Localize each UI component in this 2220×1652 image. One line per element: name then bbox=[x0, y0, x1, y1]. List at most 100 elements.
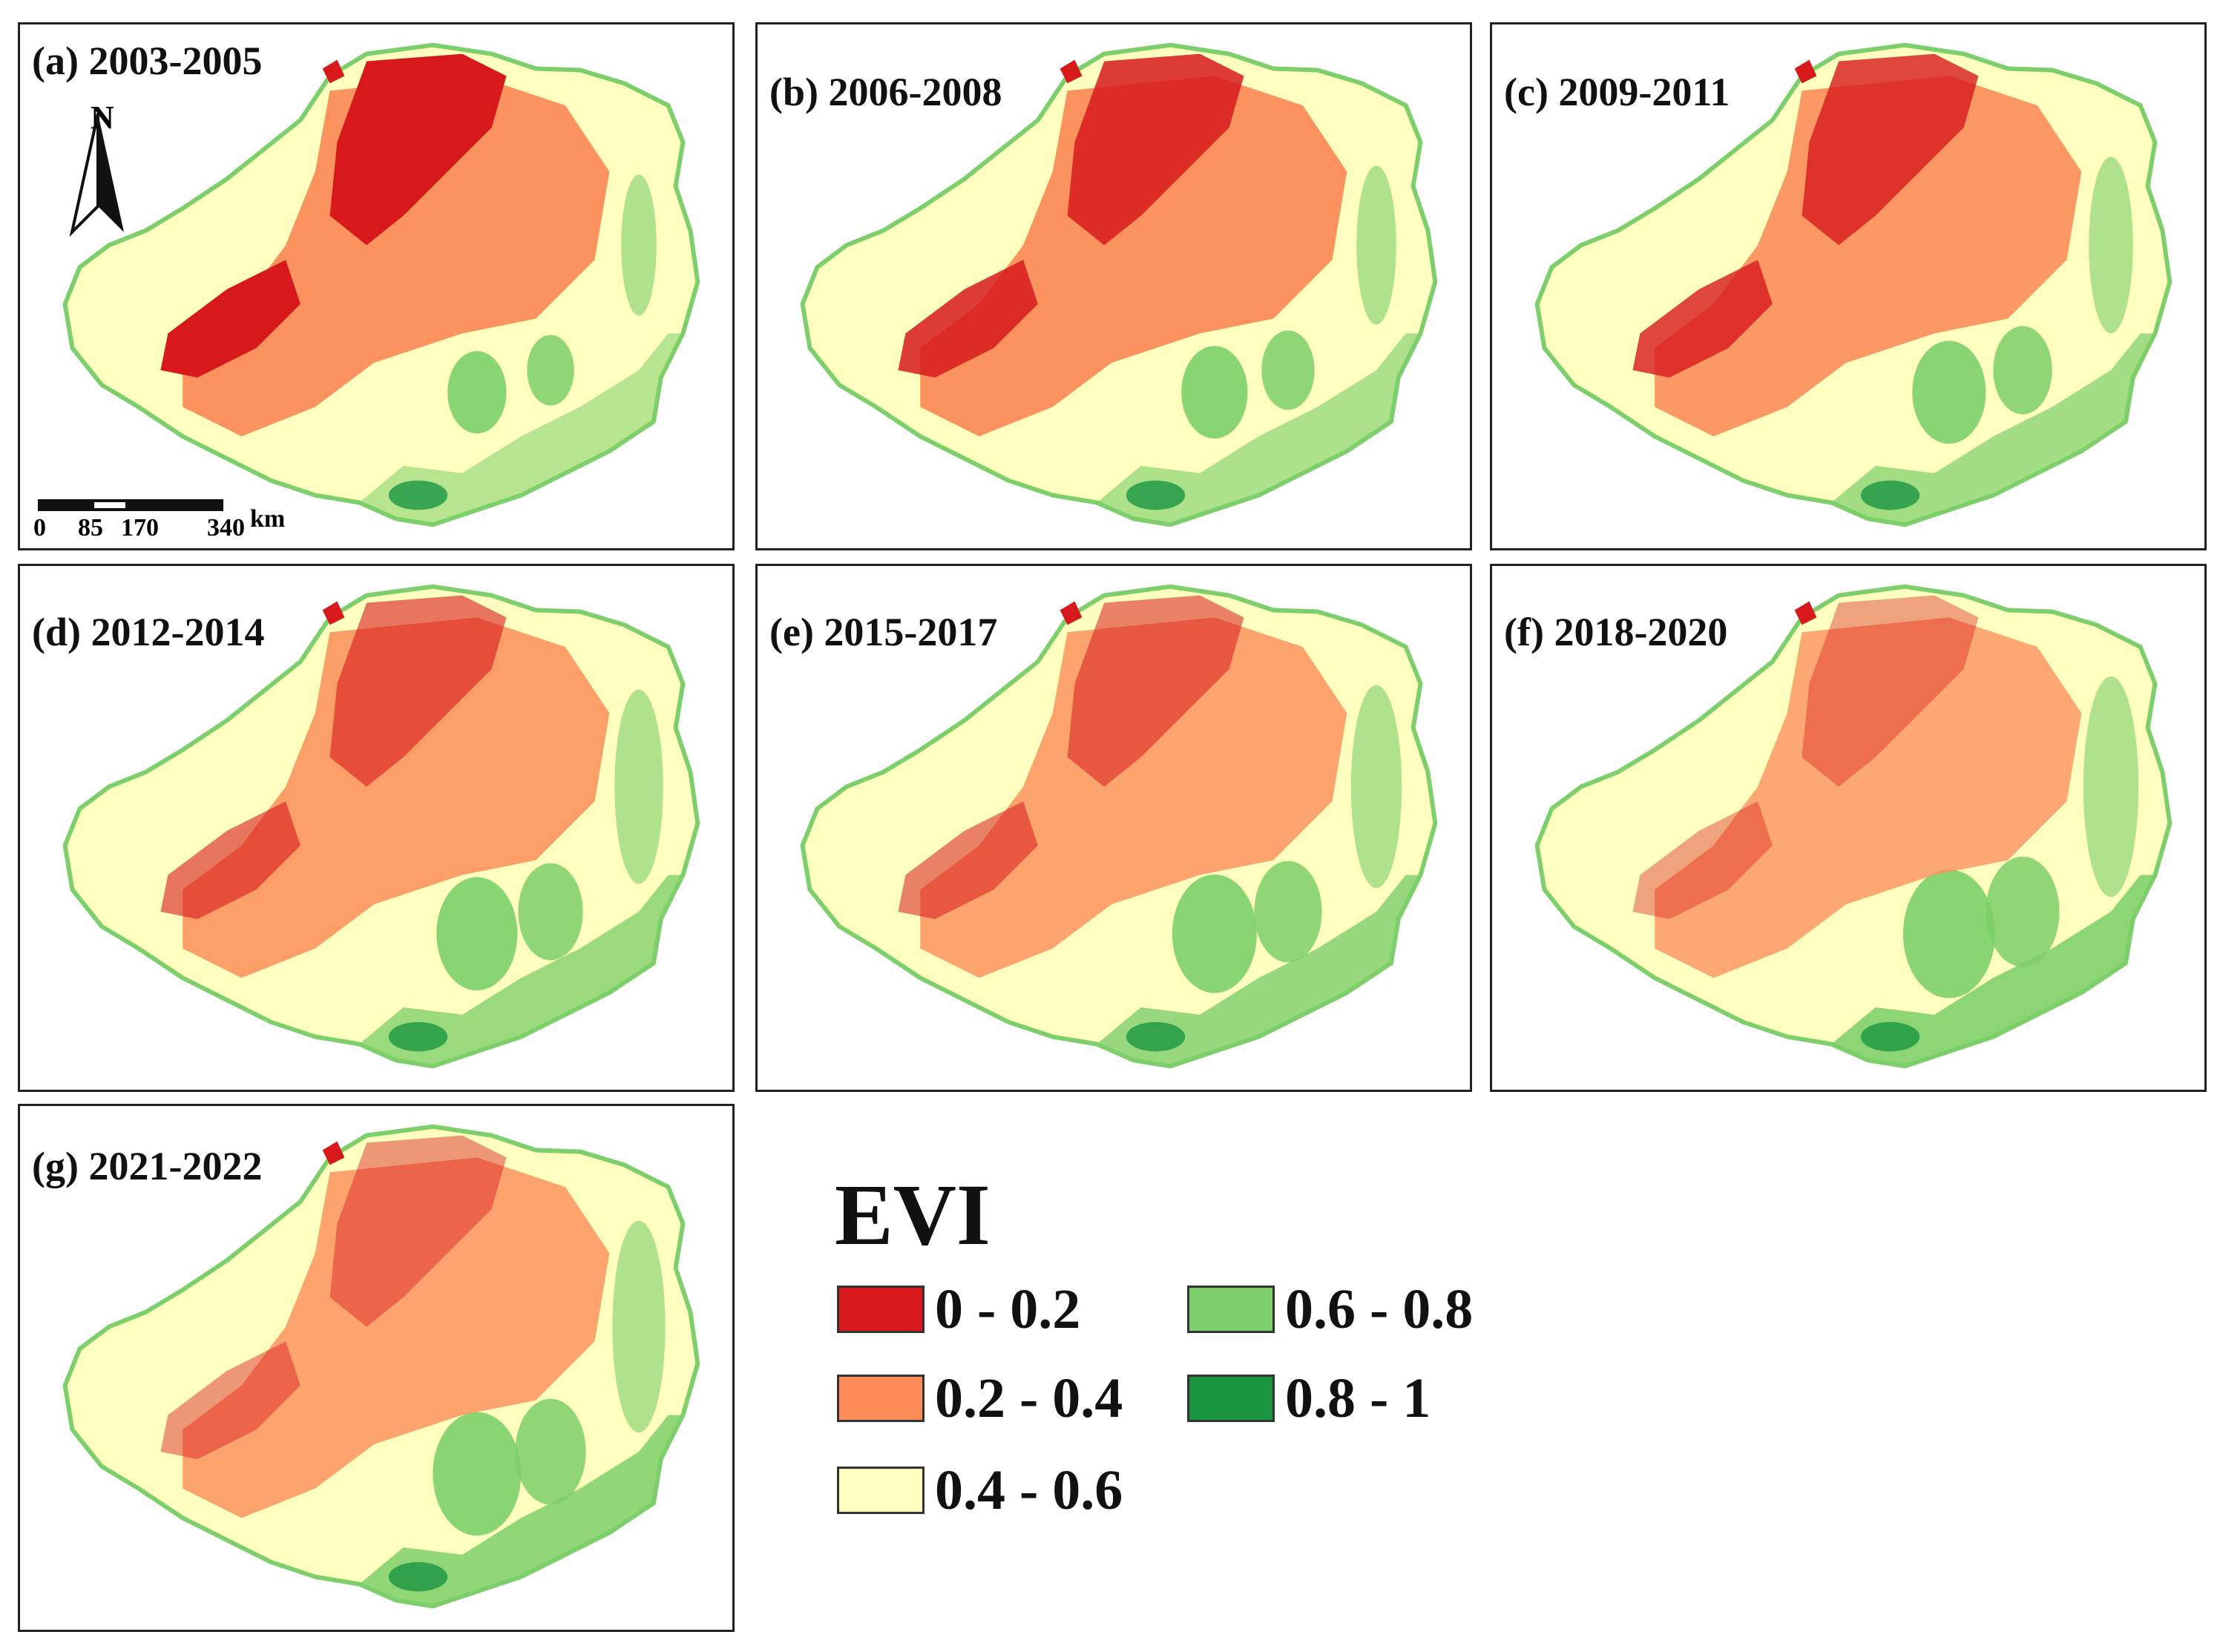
evi-map-e bbox=[800, 584, 1438, 1069]
lake-marker bbox=[1794, 59, 1817, 84]
map-panel-c: (c) 2009-2011 bbox=[1490, 22, 2207, 550]
legend-item-4: 0.8 - 1 bbox=[1187, 1367, 1431, 1429]
green-zone-ridge bbox=[614, 689, 663, 884]
legend-label-2: 0.4 - 0.6 bbox=[935, 1458, 1123, 1521]
panel-label-e: (e) 2015-2017 bbox=[769, 610, 998, 654]
red-zone-west bbox=[160, 801, 301, 919]
red-zone-north bbox=[1067, 53, 1244, 246]
green-zone-east bbox=[1993, 326, 2052, 415]
green-zone-south bbox=[1097, 875, 1421, 1067]
green-zone-east bbox=[527, 335, 574, 406]
darkgreen-zone bbox=[1860, 1021, 1920, 1052]
darkgreen-zone bbox=[388, 480, 448, 510]
red-zone-north bbox=[329, 1135, 507, 1327]
legend-swatch-1 bbox=[837, 1375, 925, 1422]
legend-label-3: 0.6 - 0.8 bbox=[1285, 1277, 1474, 1340]
red-zone-west bbox=[1632, 801, 1773, 919]
legend-swatch-3 bbox=[1187, 1286, 1275, 1333]
green-zone-south bbox=[359, 875, 683, 1067]
legend-item-0: 0 - 0.2 bbox=[837, 1278, 1080, 1340]
panel-label-g: (g) 2021-2022 bbox=[32, 1144, 263, 1188]
green-zone-south bbox=[359, 1415, 683, 1607]
green-zone-ridge bbox=[621, 174, 657, 316]
map-panel-e: (e) 2015-2017 bbox=[755, 564, 1472, 1092]
legend-label-0: 0 - 0.2 bbox=[935, 1277, 1081, 1340]
map-panel-g: (g) 2021-2022 bbox=[18, 1104, 735, 1632]
evi-map-b bbox=[800, 42, 1438, 527]
green-zone-center bbox=[1181, 346, 1248, 439]
lake-marker bbox=[322, 59, 345, 84]
panel-label-f: (f) 2018-2020 bbox=[1504, 610, 1728, 654]
legend-item-1: 0.2 - 0.4 bbox=[837, 1367, 1123, 1429]
evi-map-f bbox=[1534, 584, 2173, 1069]
green-zone-center bbox=[436, 877, 518, 991]
green-zone-ridge bbox=[2083, 676, 2139, 898]
darkgreen-zone bbox=[388, 1021, 448, 1052]
red-zone-west bbox=[160, 1341, 301, 1459]
lake-marker bbox=[1060, 601, 1083, 625]
orange-zone bbox=[183, 617, 610, 978]
red-zone-west bbox=[898, 260, 1038, 378]
green-zone-south bbox=[1831, 875, 2155, 1067]
scale-tick-85: 85 bbox=[78, 514, 103, 542]
evi-map-c bbox=[1534, 42, 2173, 527]
red-zone-north bbox=[1802, 53, 1979, 246]
lake-marker bbox=[1060, 59, 1083, 84]
green-zone-east bbox=[1261, 330, 1315, 410]
orange-zone bbox=[920, 76, 1347, 437]
lake-marker bbox=[322, 601, 345, 625]
green-zone-center bbox=[447, 351, 507, 434]
legend-swatch-4 bbox=[1187, 1375, 1275, 1422]
darkgreen-zone bbox=[388, 1561, 448, 1592]
legend-item-2: 0.4 - 0.6 bbox=[837, 1459, 1123, 1521]
evi-map-a bbox=[62, 42, 700, 527]
scale-tick-0: 0 bbox=[33, 514, 46, 542]
red-zone-west bbox=[898, 801, 1038, 919]
evi-map-d bbox=[62, 584, 700, 1069]
green-zone-ridge bbox=[1356, 165, 1396, 325]
panel-label-b: (b) 2006-2008 bbox=[769, 70, 1002, 114]
legend-swatch-2 bbox=[837, 1467, 925, 1514]
green-zone-ridge bbox=[2089, 157, 2133, 334]
evi-map-g bbox=[62, 1124, 700, 1609]
green-zone-center bbox=[1902, 869, 1995, 998]
panel-label-c: (c) 2009-2011 bbox=[1504, 70, 1730, 114]
red-zone-north bbox=[1802, 595, 1979, 787]
darkgreen-zone bbox=[1126, 480, 1186, 510]
north-arrow-icon bbox=[69, 113, 124, 237]
map-panel-f: (f) 2018-2020 bbox=[1490, 564, 2207, 1092]
map-panel-b: (b) 2006-2008 bbox=[755, 22, 1472, 550]
green-zone-south bbox=[359, 333, 683, 525]
orange-zone bbox=[183, 1157, 610, 1518]
map-panel-a: (a) 2003-2005 N km 0 85 170 340 bbox=[18, 22, 735, 550]
north-arrow-letter: N bbox=[91, 99, 114, 136]
orange-zone bbox=[1655, 76, 2082, 437]
green-zone-east bbox=[1254, 860, 1322, 963]
red-zone-north bbox=[1067, 595, 1244, 787]
orange-zone bbox=[1655, 617, 2082, 978]
red-zone-west bbox=[1632, 260, 1773, 378]
green-zone-ridge bbox=[612, 1220, 666, 1433]
green-zone-east bbox=[1986, 856, 2060, 967]
lake-marker bbox=[1794, 601, 1817, 625]
red-zone-north bbox=[329, 53, 507, 246]
darkgreen-zone bbox=[1860, 480, 1920, 510]
legend-title: EVI bbox=[835, 1166, 991, 1263]
scale-tick-340: 340 bbox=[207, 514, 245, 542]
green-zone-ridge bbox=[1350, 685, 1402, 889]
green-zone-center bbox=[1172, 874, 1257, 993]
green-zone-center bbox=[1912, 340, 1986, 444]
panel-label-a: (a) 2003-2005 bbox=[32, 39, 263, 83]
panel-label-d: (d) 2012-2014 bbox=[32, 610, 265, 654]
green-zone-south bbox=[1831, 333, 2155, 525]
legend-label-4: 0.8 - 1 bbox=[1285, 1366, 1431, 1429]
legend-item-3: 0.6 - 0.8 bbox=[1187, 1278, 1473, 1340]
green-zone-east bbox=[518, 863, 583, 961]
legend-swatch-0 bbox=[837, 1286, 925, 1333]
legend-label-1: 0.2 - 0.4 bbox=[935, 1366, 1123, 1429]
scale-bar bbox=[38, 499, 223, 511]
green-zone-center bbox=[433, 1412, 522, 1536]
scale-unit: km bbox=[250, 505, 286, 533]
green-zone-east bbox=[515, 1398, 586, 1505]
red-zone-north bbox=[329, 595, 507, 787]
